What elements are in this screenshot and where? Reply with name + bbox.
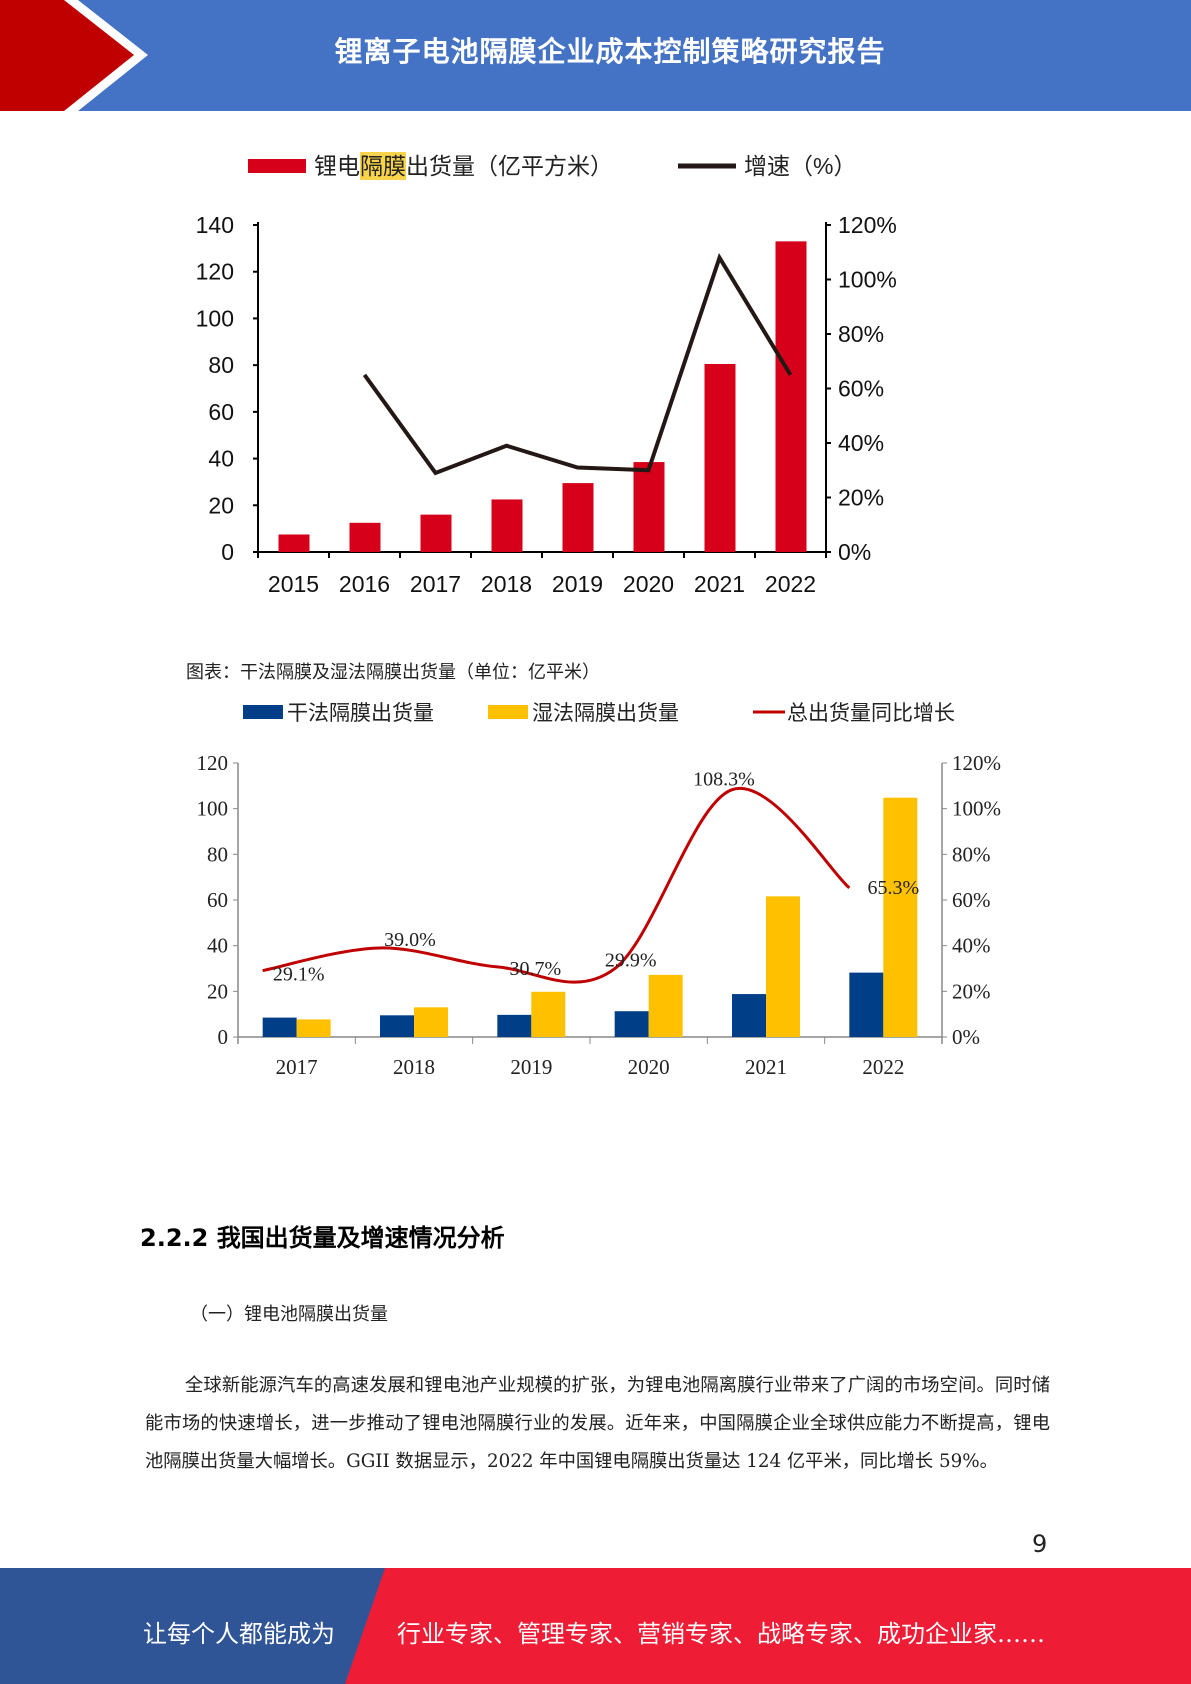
x-tick-label: 2021 [745, 1055, 787, 1079]
y2-tick-label: 20% [952, 979, 991, 1003]
y2-tick-label: 120% [952, 751, 1001, 775]
bar-2019 [562, 483, 594, 552]
bar-dry-2017 [262, 1017, 297, 1037]
y2-tick-label: 100% [838, 267, 897, 293]
data-label: 30.7% [509, 958, 561, 980]
page-number: 9 [1032, 1530, 1048, 1558]
y-tick-label: 0 [221, 539, 234, 565]
bar-2017 [420, 514, 452, 552]
dry-wet-separator-chart: 干法隔膜出货量 湿法隔膜出货量 总出货量同比增长 0 20 40 60 80 100 120 0% 2… [197, 701, 1002, 1079]
data-label: 65.3% [867, 877, 919, 899]
bar-wet-2021 [766, 896, 800, 1037]
bar-2016 [349, 522, 381, 552]
y2-tick-label: 40% [952, 934, 991, 958]
page-footer [0, 1568, 1191, 1684]
y2-tick-label: 0% [838, 539, 871, 565]
y-tick-label: 120 [196, 259, 234, 285]
x-tick-label: 2022 [765, 571, 816, 597]
x-tick-label: 2019 [552, 571, 603, 597]
bar-2022 [775, 241, 807, 552]
legend-highlight-mark [360, 152, 406, 180]
legend-label: 干法隔膜出货量 [287, 701, 434, 725]
y-tick-label: 40 [208, 446, 234, 472]
legend-bar-label: 锂电隔膜出货量（亿平方米） [314, 153, 613, 179]
x-tick-label: 2021 [694, 571, 745, 597]
y-tick-label: 140 [196, 212, 234, 238]
x-tick-label: 2020 [623, 571, 674, 597]
y2-tick-label: 20% [838, 485, 884, 511]
x-tick-label: 2016 [339, 571, 390, 597]
y-tick-label: 100 [197, 797, 229, 821]
bar-wet-2020 [648, 974, 683, 1037]
growth-line [262, 786, 851, 984]
x-tick-label: 2017 [410, 571, 461, 597]
footer-slogan-right: 行业专家、管理专家、营销专家、战略专家、成功企业家…… [397, 1620, 1045, 1648]
y2-tick-label: 60% [838, 376, 884, 402]
legend-bar-swatch [248, 159, 306, 173]
legend-swatch-1 [488, 705, 528, 719]
y-tick-label: 40 [207, 934, 228, 958]
x-tick-label: 2017 [276, 1055, 318, 1079]
bar-dry-2019 [497, 1014, 532, 1037]
data-label: 29.1% [273, 964, 325, 986]
x-tick-label: 2015 [268, 571, 319, 597]
y2-tick-label: 40% [838, 430, 884, 456]
y-tick-label: 20 [208, 492, 234, 518]
legend-swatch-0 [243, 705, 283, 719]
x-tick-label: 2018 [393, 1055, 435, 1079]
x-tick-label: 2020 [628, 1055, 670, 1079]
bar-2015 [278, 534, 310, 552]
bar-2018 [491, 499, 523, 552]
y-tick-label: 60 [208, 399, 234, 425]
footer-slogan-left: 让每个人都能成为 [143, 1620, 335, 1648]
figure-caption: 图表：干法隔膜及湿法隔膜出货量（单位：亿平米） [186, 662, 600, 683]
data-label: 108.3% [693, 769, 755, 791]
y-tick-label: 20 [207, 979, 228, 1003]
bar-dry-2018 [380, 1015, 414, 1037]
bar-wet-2017 [296, 1019, 331, 1037]
y2-tick-label: 60% [952, 888, 991, 912]
y-tick-label: 0 [218, 1025, 229, 1049]
x-tick-label: 2022 [862, 1055, 904, 1079]
section-heading: 2.2.2 我国出货量及增速情况分析 [140, 1224, 505, 1252]
bar-dry-2022 [849, 972, 884, 1037]
bar-2021 [704, 363, 736, 552]
header-banner [0, 0, 1191, 111]
y-tick-label: 60 [207, 888, 228, 912]
x-tick-label: 2018 [481, 571, 532, 597]
y2-tick-label: 0% [952, 1025, 980, 1049]
y2-tick-label: 80% [952, 842, 991, 866]
shipment-growth-chart: 锂电隔膜出货量（亿平方米） 增速（%） 0 20 40 60 80 100 120 140 0% 20… [196, 152, 897, 597]
header-chevron-decoration [0, 0, 148, 111]
y-tick-label: 100 [196, 305, 234, 331]
y-tick-label: 120 [197, 751, 229, 775]
bar-wet-2022 [883, 797, 918, 1037]
legend-line-label: 增速（%） [744, 153, 856, 179]
legend-label: 总出货量同比增长 [787, 701, 955, 725]
bar-dry-2021 [732, 994, 766, 1037]
bar-dry-2020 [614, 1011, 649, 1037]
bar-wet-2018 [414, 1007, 448, 1037]
y-tick-label: 80 [208, 352, 234, 378]
report-title: 锂离子电池隔膜企业成本控制策略研究报告 [334, 35, 886, 68]
x-tick-label: 2019 [510, 1055, 552, 1079]
y2-tick-label: 100% [952, 797, 1001, 821]
subsection-heading: （一）锂电池隔膜出货量 [190, 1304, 388, 1325]
y2-tick-label: 120% [838, 212, 897, 238]
page-header: 锂离子电池隔膜企业成本控制策略研究报告 [0, 0, 1191, 111]
growth-line [362, 252, 793, 476]
data-label: 29.9% [605, 950, 657, 972]
bar-2020 [633, 462, 665, 552]
y-tick-label: 80 [207, 842, 228, 866]
y2-tick-label: 80% [838, 321, 884, 347]
body-paragraph: 全球新能源汽车的高速发展和锂电池产业规模的扩张，为锂电池隔离膜行业带来了广阔的市… [145, 1375, 1050, 1472]
data-label: 39.0% [384, 929, 436, 951]
legend-label: 湿法隔膜出货量 [532, 701, 679, 725]
bar-wet-2019 [531, 991, 566, 1037]
